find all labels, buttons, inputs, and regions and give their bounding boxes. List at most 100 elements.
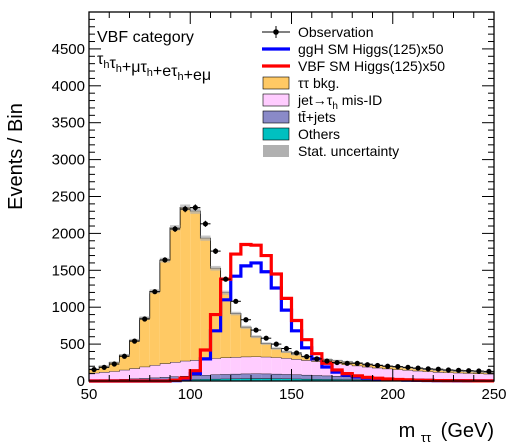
obs-point-16 xyxy=(253,327,259,333)
bar-tt-jets-24 xyxy=(332,376,343,380)
bar-jet-h-mis-id-14 xyxy=(230,357,241,374)
legend-entry-6-label: Others xyxy=(298,126,340,142)
bar--bkg--15 xyxy=(240,327,251,357)
bar--bkg--9 xyxy=(180,207,191,361)
obs-point-11 xyxy=(202,221,209,227)
obs-point-2 xyxy=(111,361,117,367)
bar-others-21 xyxy=(301,378,312,381)
obs-point-9 xyxy=(182,206,188,212)
legend-entry-5-label: tt̄+jets xyxy=(298,109,336,125)
bar--bkg--14 xyxy=(230,313,241,358)
bar-tt-jets-25 xyxy=(342,376,353,380)
legend-entry-2-label: VBF SM Higgs(125)x50 xyxy=(298,58,445,74)
obs-point-6 xyxy=(152,289,158,295)
x-tick-label-1: 100 xyxy=(178,386,203,403)
bar-jet-h-mis-id-27 xyxy=(362,366,373,378)
bar-tt-jets-10 xyxy=(190,375,201,380)
y-tick-label-7: 3500 xyxy=(52,115,85,132)
bar--bkg--3 xyxy=(119,355,130,370)
legend-entry-5-marker xyxy=(262,110,290,124)
bar-jet-h-mis-id-1 xyxy=(99,372,110,380)
obs-point-27 xyxy=(364,362,371,368)
uncertainty-bin-12 xyxy=(210,265,221,271)
obs-point-19 xyxy=(283,345,290,352)
bar-jet-h-mis-id-0 xyxy=(89,372,100,380)
bar--bkg--10 xyxy=(190,210,201,361)
axis-ticks: 50 100 150 200 25005001000150020002500300035… xyxy=(52,12,507,403)
bar--bkg--8 xyxy=(170,227,181,363)
bar-tt-jets-16 xyxy=(251,373,262,379)
bar--bkg--20 xyxy=(291,354,302,360)
obs-point-32 xyxy=(415,365,421,371)
bar-jet-h-mis-id-2 xyxy=(109,371,120,380)
obs-point-8 xyxy=(172,226,178,232)
bar-others-16 xyxy=(251,378,262,381)
legend-entry-7-label: Stat. uncertainty xyxy=(298,143,399,159)
obs-point-24 xyxy=(334,359,340,366)
uncertainty-bin-16 xyxy=(251,335,262,339)
bar--bkg--13 xyxy=(220,292,231,358)
bar-others-26 xyxy=(352,379,363,381)
obs-point-17 xyxy=(263,335,269,341)
bar-others-25 xyxy=(342,379,353,381)
y-tick-label-2: 1000 xyxy=(52,299,85,316)
bar-tt-jets-15 xyxy=(240,373,251,379)
bar-jet-h-mis-id-39 xyxy=(483,373,494,380)
y-axis-title: Events / Bin xyxy=(5,103,27,210)
bar-jet-h-mis-id-32 xyxy=(413,370,424,379)
x-axis-title-sub: ττ xyxy=(421,430,432,445)
bar-jet-h-mis-id-22 xyxy=(311,361,322,376)
observation-points xyxy=(89,204,494,375)
bar-others-19 xyxy=(281,378,292,381)
bar-jet-h-mis-id-18 xyxy=(271,357,282,374)
obs-point-12 xyxy=(212,248,219,254)
obs-point-35 xyxy=(445,367,452,373)
obs-point-37 xyxy=(466,368,472,374)
obs-point-28 xyxy=(374,362,381,369)
obs-point-23 xyxy=(324,358,330,364)
bar--bkg--11 xyxy=(200,238,211,360)
bar-others-14 xyxy=(230,378,241,381)
obs-point-18 xyxy=(273,341,279,347)
y-tick-label-3: 1500 xyxy=(52,262,85,279)
y-tick-label-9: 4500 xyxy=(52,41,85,58)
bar-jet-h-mis-id-30 xyxy=(392,369,403,379)
bar-jet-h-mis-id-11 xyxy=(200,359,211,376)
bar-jet-h-mis-id-28 xyxy=(372,367,383,378)
bar-tt-jets-13 xyxy=(220,374,231,379)
bar-others-24 xyxy=(332,379,343,381)
bar-jet-h-mis-id-20 xyxy=(291,359,302,375)
uncertainty-bin-14 xyxy=(230,311,241,316)
bar-jet-h-mis-id-3 xyxy=(119,369,130,380)
bar-tt-jets-11 xyxy=(200,375,211,380)
obs-point-39 xyxy=(486,368,492,375)
bar-jet-h-mis-id-9 xyxy=(180,360,191,376)
y-tick-label-8: 4000 xyxy=(52,78,85,95)
bar-jet-h-mis-id-38 xyxy=(473,373,484,380)
bar-jet-h-mis-id-7 xyxy=(159,363,170,378)
bar-tt-jets-23 xyxy=(321,375,332,380)
uncertainty-bin-17 xyxy=(261,342,272,345)
obs-point-14 xyxy=(233,298,239,304)
obs-point-36 xyxy=(455,367,462,373)
uncertainty-bin-18 xyxy=(271,347,282,350)
y-tick-label-6: 3000 xyxy=(52,152,85,169)
uncertainty-bin-13 xyxy=(220,290,231,295)
obs-point-5 xyxy=(142,316,148,322)
bar--bkg--4 xyxy=(129,340,140,369)
obs-point-31 xyxy=(405,364,411,370)
y-tick-label-1: 500 xyxy=(60,336,85,353)
bar--bkg--7 xyxy=(159,260,170,364)
bar-tt-jets-14 xyxy=(230,373,241,379)
bar-tt-jets-8 xyxy=(170,376,181,380)
bar-tt-jets-22 xyxy=(311,375,322,380)
bar-others-12 xyxy=(210,378,221,381)
legend-entry-4-marker xyxy=(262,93,290,107)
bar-tt-jets-5 xyxy=(139,378,150,381)
bar-jet-h-mis-id-35 xyxy=(443,372,454,380)
bar-others-10 xyxy=(190,379,201,381)
bar-others-15 xyxy=(240,378,251,381)
bar-jet-h-mis-id-13 xyxy=(220,357,231,375)
x-tick-label-4: 250 xyxy=(481,386,506,403)
